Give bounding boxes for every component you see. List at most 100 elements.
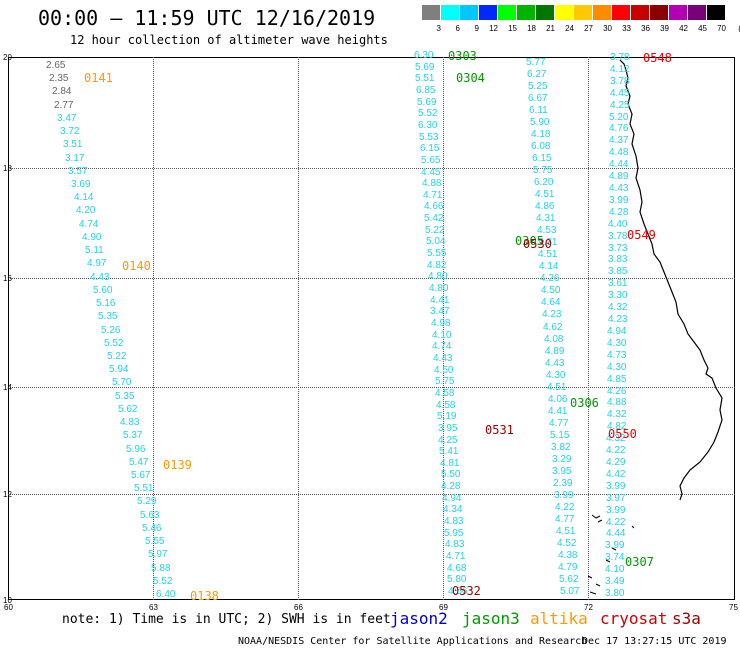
wave-height-value: 2.39 [553,478,573,489]
wave-height-value: 4.51 [556,526,576,537]
timestamp-text: Dec 17 13:27:15 UTC 2019 [582,636,727,647]
wave-height-value: 4.23 [608,314,628,325]
legend-item-s3a: s3a [672,609,701,628]
wave-height-value: 5.41 [439,446,459,457]
wave-height-value: 3.47 [430,306,450,317]
latitude-label: 14 [3,383,12,392]
colorbar-level: 6 [441,5,460,33]
parallel-line [8,168,735,169]
wave-height-value: 4.29 [606,457,626,468]
colorbar-level: 27 [574,5,593,33]
wave-height-value: 4.44 [606,528,626,539]
wave-height-value: 4.81 [440,458,460,469]
meridian-line [298,57,299,600]
wave-height-value: 3.95 [438,423,458,434]
wave-height-value: 4.41 [548,406,568,417]
wave-height-value: 4.82 [607,421,627,432]
wave-height-value: 5.29 [137,496,157,507]
wave-height-value: 4.94 [607,326,627,337]
wave-height-value: 5.46 [142,523,162,534]
wave-height-value: 5.22 [425,225,445,236]
wave-height-value: 3.73 [608,243,628,254]
colorbar-label: 12 [489,24,498,33]
wave-height-value: 4.10 [432,330,452,341]
colorbar-level: 9 [460,5,479,33]
wave-height-value: 4.06 [548,394,568,405]
wave-height-value: 3.99 [606,505,626,516]
wave-height-value: 4.74 [432,341,452,352]
wave-height-value: 3.47 [57,113,77,124]
wave-height-value: 4.66 [424,201,444,212]
wave-height-value: 4.14 [539,261,559,272]
wave-height-value: 5.75 [533,165,553,176]
wave-height-value: 4.43 [545,358,565,369]
wave-height-value: 5.47 [129,457,149,468]
colorbar-unit-cell: (ft) [726,5,740,33]
credit-text: NOAA/NESDIS Center for Satellite Applica… [238,636,588,647]
wave-height-value: 5.90 [530,117,550,128]
longitude-label: 63 [149,603,158,612]
wave-height-value: 4.30 [546,370,566,381]
wave-height-value: 4.37 [609,135,629,146]
wave-height-value: 6.27 [527,69,547,80]
wave-height-value: 5.25 [528,81,548,92]
colorbar-swatch [555,5,574,20]
wave-height-value: 3.51 [63,139,83,150]
wave-height-value: 4.83 [120,417,140,428]
colorbar-swatch [631,5,650,20]
colorbar-swatch [574,5,593,20]
colorbar-swatch [422,5,441,20]
wave-height-value: 5.95 [444,528,464,539]
colorbar-level: 30 [593,5,612,33]
wave-height-value: 4.90 [82,232,102,243]
wave-height-value: 4.71 [446,551,466,562]
wave-height-value: 5.53 [419,132,439,143]
wave-height-value: 4.22 [606,445,626,456]
wave-height-value: 5.63 [140,510,160,521]
legend-item-cryosat: cryosat [600,609,668,628]
colorbar-level: 12 [479,5,498,33]
pass-label: 0139 [163,458,192,472]
colorbar-label: 9 [474,24,479,33]
wave-height-value: 5.77 [526,57,546,68]
wave-height-value: 5.37 [123,430,143,441]
colorbar-label: 30 [603,24,612,33]
wave-height-value: 5.04 [426,236,446,247]
colorbar-label: 6 [455,24,460,33]
wave-height-value: 6.15 [532,153,552,164]
wave-height-value: 4.88 [607,397,627,408]
pass-label: 0140 [122,259,151,273]
colorbar-label: 27 [584,24,593,33]
wave-height-value: 6.11 [529,105,548,116]
colorbar-level: 3 [422,5,441,33]
longitude-label: 69 [439,603,448,612]
latitude-label: 18 [3,164,12,173]
wave-height-value: 4.43 [90,272,110,283]
wave-height-value: 4.50 [434,365,454,376]
wave-height-value: 5.60 [93,285,113,296]
colorbar-unit: (ft) [726,24,740,33]
wave-height-value: 4.18 [531,129,551,140]
wave-height-value: 4.89 [609,171,629,182]
wave-height-value: 5.70 [112,377,132,388]
wave-height-value: 4.25 [610,100,630,111]
wave-height-value: 4.41 [430,295,450,306]
wave-height-value: 5.35 [115,391,135,402]
wave-height-value: 4.30 [607,338,627,349]
wave-height-value: 3.69 [71,179,91,190]
wave-height-value: 4.08 [544,334,564,345]
wave-height-value: 5.31 [538,237,558,248]
wave-height-value: 5.96 [126,444,146,455]
wave-height-value: 5.50 [441,469,461,480]
wave-height-value: 5.52 [418,108,438,119]
wave-height-value: 4.28 [609,207,629,218]
wave-height-value: 4.80 [428,271,448,282]
wave-height-value: 5.52 [153,576,173,587]
wave-height-value: 5.55 [145,536,165,547]
colorbar-level: 33 [612,5,631,33]
wave-height-value: 5.51 [415,73,435,84]
wave-height-value: 4.62 [543,322,563,333]
wave-height-value: 4.25 [438,435,458,446]
colorbar-swatch [669,5,688,20]
